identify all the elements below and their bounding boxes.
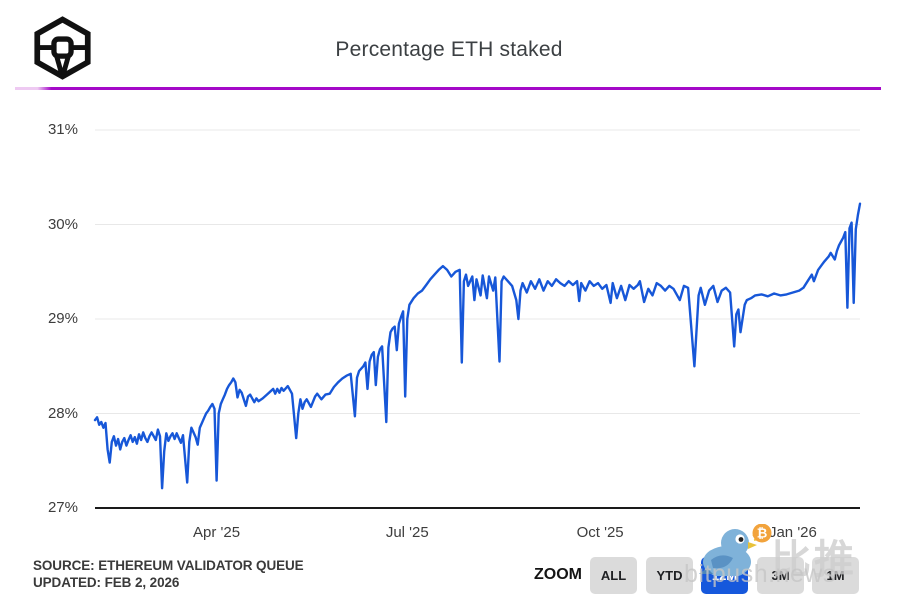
block-cube-logo-icon [34, 16, 91, 80]
zoom-label: ZOOM [534, 566, 582, 583]
y-tick-label: 28% [47, 404, 78, 422]
header-divider [15, 87, 881, 90]
source-note: SOURCE: ETHEREUM VALIDATOR QUEUE UPDATED… [33, 557, 304, 591]
y-tick-label: 31% [47, 121, 78, 138]
y-tick-label: 30% [47, 215, 78, 233]
chart-line [93, 202, 862, 490]
zoom-range-button-1m[interactable]: 1M [812, 557, 859, 594]
zoom-range-button-12m[interactable]: 12M [701, 557, 748, 594]
zoom-range-button-ytd[interactable]: YTD [646, 557, 693, 594]
source-line: SOURCE: ETHEREUM VALIDATOR QUEUE [33, 558, 304, 573]
x-tick-label: Oct '25 [576, 524, 624, 541]
y-tick-label: 27% [47, 499, 78, 516]
x-tick-label: Jul '25 [385, 524, 429, 541]
x-tick-label: Apr '25 [193, 524, 241, 541]
zoom-range-button-3m[interactable]: 3M [757, 557, 804, 594]
x-tick-label: Jan '26 [768, 524, 817, 541]
y-tick-label: 29% [47, 310, 78, 327]
updated-line: UPDATED: FEB 2, 2026 [33, 575, 180, 590]
zoom-range-button-all[interactable]: ALL [590, 557, 637, 594]
page-title: Percentage ETH staked [335, 38, 563, 61]
